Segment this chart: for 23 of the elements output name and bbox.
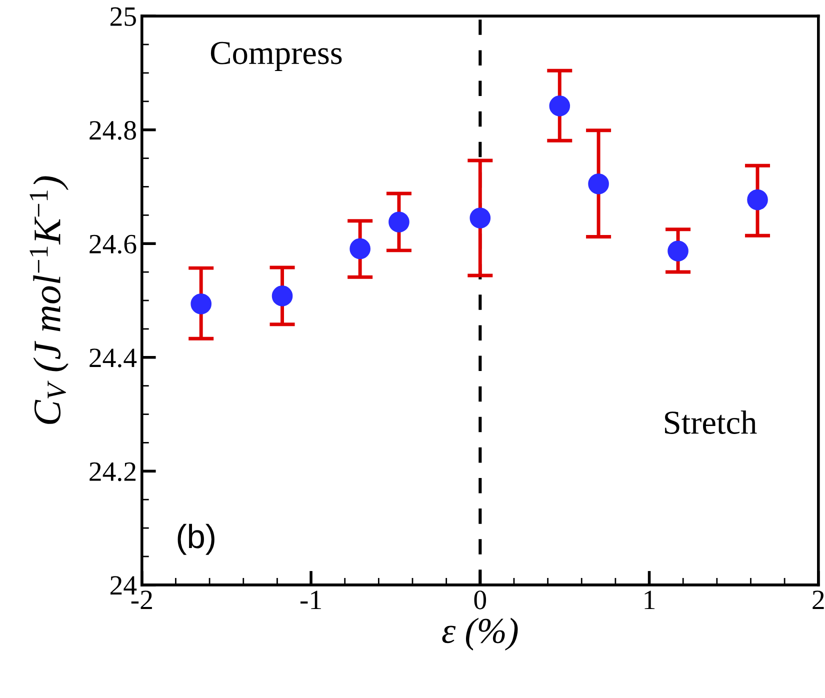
point xyxy=(190,293,212,314)
x-tick-label: 0 xyxy=(474,590,486,610)
annotation: (b) xyxy=(178,524,214,555)
point xyxy=(549,96,570,116)
point xyxy=(272,286,293,306)
x-tick-label: 1 xyxy=(644,590,655,610)
x-axis-title: ε (%) xyxy=(442,618,518,650)
y-tick-label: 24.8 xyxy=(90,120,136,140)
point xyxy=(350,238,370,260)
y-tick-label: 24.4 xyxy=(90,348,137,368)
y-tick-label: 24.2 xyxy=(90,462,136,482)
x-tick-label: 2 xyxy=(812,590,824,610)
point xyxy=(388,212,410,232)
point xyxy=(470,208,491,228)
point xyxy=(668,240,688,262)
annotation: Compress xyxy=(210,42,342,71)
x-tick-label: -1 xyxy=(300,590,321,610)
y-tick-label: 24.6 xyxy=(90,234,136,254)
point xyxy=(588,173,609,194)
point xyxy=(747,189,768,210)
y-tick-label: 25 xyxy=(110,7,136,26)
y-axis-title: C$_{V}$ (J mol$^{−1}$K$^{−1}$) xyxy=(30,176,68,424)
annotation: Stretch xyxy=(665,410,757,434)
